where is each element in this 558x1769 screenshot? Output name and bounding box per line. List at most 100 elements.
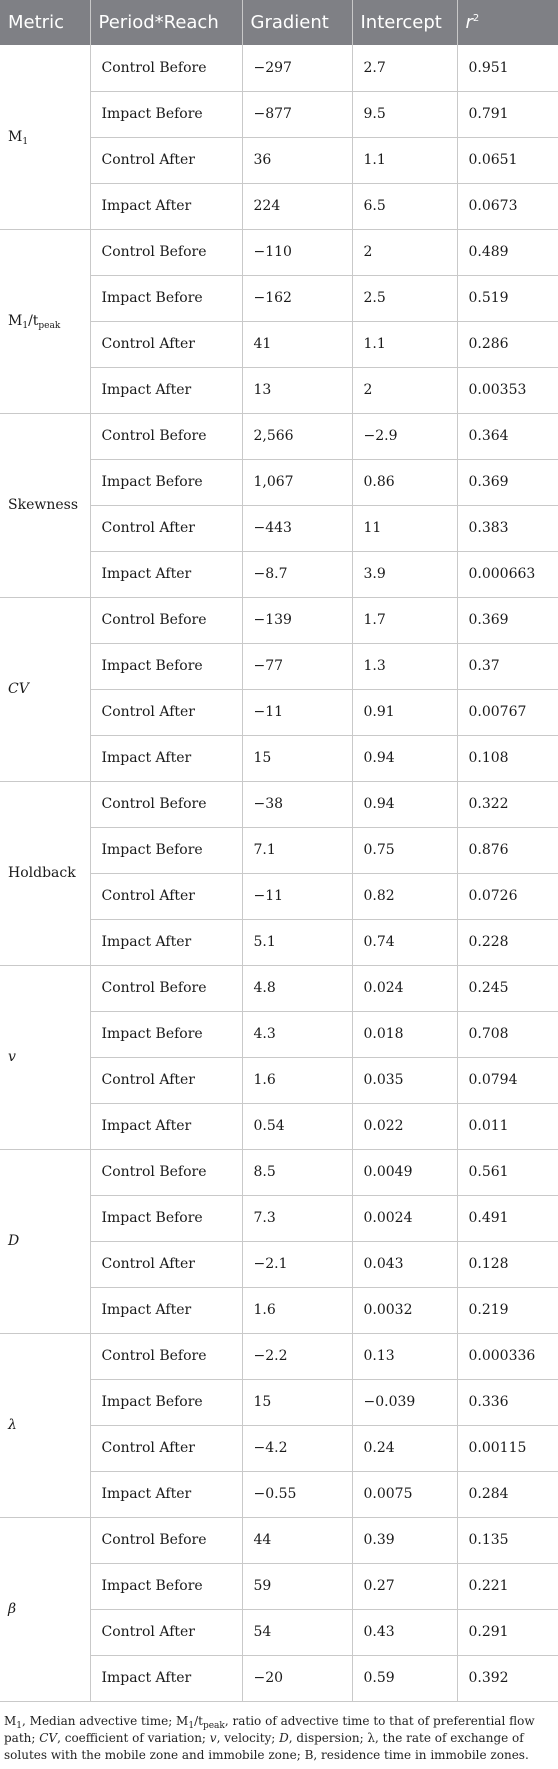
gradient-cell: −11	[242, 873, 353, 920]
r-squared-cell: 0.00115	[457, 1425, 558, 1472]
metric-subscript-2: peak	[38, 321, 61, 331]
intercept-cell: 0.043	[352, 1241, 458, 1288]
period-cell: Control Before	[90, 1517, 243, 1564]
header-metric: Metric	[0, 0, 91, 45]
period-cell: Control After	[90, 1241, 243, 1288]
intercept-cell: 0.024	[352, 965, 458, 1012]
header-period-reach: Period*Reach	[90, 0, 243, 45]
intercept-cell: 0.27	[352, 1563, 458, 1610]
period-cell: Control After	[90, 873, 243, 920]
table-row: Impact After 13 2 0.00353	[0, 367, 558, 414]
period-cell: Control Before	[90, 781, 243, 828]
table-row: CV Control Before −139 1.7 0.369	[0, 597, 558, 782]
period-cell: Impact Before	[90, 91, 243, 138]
gradient-cell: 1.6	[242, 1057, 353, 1104]
period-cell: Impact After	[90, 367, 243, 414]
table-row: Impact After −20 0.59 0.392	[0, 1655, 558, 1702]
table-row: Impact Before −162 2.5 0.519	[0, 275, 558, 322]
intercept-cell: 0.94	[352, 735, 458, 782]
fn-d: D	[279, 1731, 289, 1745]
intercept-cell: 0.94	[352, 781, 458, 828]
table-row: Control After −11 0.82 0.0726	[0, 873, 558, 920]
period-cell: Control After	[90, 1425, 243, 1472]
table-row: Impact After −8.7 3.9 0.000663	[0, 551, 558, 598]
gradient-cell: 7.1	[242, 827, 353, 874]
period-cell: Control After	[90, 1057, 243, 1104]
table-row: Control After −11 0.91 0.00767	[0, 689, 558, 736]
r-squared-cell: 0.791	[457, 91, 558, 138]
gradient-cell: −11	[242, 689, 353, 736]
r-squared-cell: 0.0673	[457, 183, 558, 230]
metric-cell: Skewness	[0, 413, 91, 598]
metric-cell: v	[0, 965, 91, 1150]
table-row: Impact After 0.54 0.022 0.011	[0, 1103, 558, 1150]
fn-text-1: , Median advective time; M	[22, 1714, 189, 1728]
r-squared-cell: 0.951	[457, 45, 558, 92]
r-squared-cell: 0.011	[457, 1103, 558, 1150]
intercept-cell: 0.39	[352, 1517, 458, 1564]
intercept-cell: 0.74	[352, 919, 458, 966]
intercept-cell: 11	[352, 505, 458, 552]
r-squared-cell: 0.369	[457, 597, 558, 644]
metric-name-rest: /t	[28, 313, 39, 329]
gradient-cell: −0.55	[242, 1471, 353, 1518]
period-cell: Impact Before	[90, 1011, 243, 1058]
table-row: Impact Before 7.3 0.0024 0.491	[0, 1195, 558, 1242]
metric-cell: λ	[0, 1333, 91, 1518]
r-squared-cell: 0.383	[457, 505, 558, 552]
metric-name: v	[8, 1049, 16, 1065]
period-cell: Impact After	[90, 1471, 243, 1518]
r-squared-cell: 0.221	[457, 1563, 558, 1610]
r-squared-cell: 0.491	[457, 1195, 558, 1242]
intercept-cell: 2	[352, 367, 458, 414]
metric-name: M	[8, 128, 23, 145]
intercept-cell: 9.5	[352, 91, 458, 138]
gradient-cell: −139	[242, 597, 353, 644]
header-gradient: Gradient	[242, 0, 353, 45]
fn-cv: CV	[39, 1731, 58, 1745]
intercept-cell: 2	[352, 229, 458, 276]
intercept-cell: 0.59	[352, 1655, 458, 1702]
table-row: λ Control Before −2.2 0.13 0.000336	[0, 1333, 558, 1518]
intercept-cell: 0.75	[352, 827, 458, 874]
r-squared-cell: 0.0794	[457, 1057, 558, 1104]
r-squared-cell: 0.00767	[457, 689, 558, 736]
gradient-cell: 1,067	[242, 459, 353, 506]
metric-name: Skewness	[8, 497, 79, 513]
intercept-cell: 0.82	[352, 873, 458, 920]
intercept-cell: 0.0049	[352, 1149, 458, 1196]
table-row: Control After 41 1.1 0.286	[0, 321, 558, 368]
table-body: M1 Control Before −297 2.7 0.951 Impact Befor…	[0, 45, 558, 1702]
intercept-cell: 0.035	[352, 1057, 458, 1104]
period-cell: Impact After	[90, 551, 243, 598]
table-row: Control After 54 0.43 0.291	[0, 1609, 558, 1656]
period-cell: Impact Before	[90, 1195, 243, 1242]
r-squared-cell: 0.284	[457, 1471, 558, 1518]
period-cell: Impact After	[90, 1655, 243, 1702]
r-squared-cell: 0.286	[457, 321, 558, 368]
intercept-cell: 1.1	[352, 137, 458, 184]
r-squared-cell: 0.561	[457, 1149, 558, 1196]
gradient-cell: −20	[242, 1655, 353, 1702]
intercept-cell: 0.91	[352, 689, 458, 736]
period-cell: Control After	[90, 505, 243, 552]
intercept-cell: 0.0075	[352, 1471, 458, 1518]
r-squared-cell: 0.322	[457, 781, 558, 828]
table-row: D Control Before 8.5 0.0049 0.561	[0, 1149, 558, 1334]
r-squared-cell: 0.245	[457, 965, 558, 1012]
table-footnote: M1, Median advective time; M1/tpeak, rat…	[4, 1713, 550, 1764]
table-row: Impact After −0.55 0.0075 0.284	[0, 1471, 558, 1518]
fn-text-3: , ratio of advective time to that of pre…	[4, 1714, 535, 1745]
period-cell: Control After	[90, 137, 243, 184]
table-row: Impact After 224 6.5 0.0673	[0, 183, 558, 230]
metric-cell: D	[0, 1149, 91, 1334]
metric-name: λ	[8, 1417, 17, 1433]
metric-name: D	[8, 1233, 20, 1249]
period-cell: Control After	[90, 321, 243, 368]
fn-peak-sub: peak	[202, 1721, 225, 1731]
gradient-cell: 0.54	[242, 1103, 353, 1150]
r-squared-cell: 0.364	[457, 413, 558, 460]
r-squared-cell: 0.336	[457, 1379, 558, 1426]
gradient-cell: 15	[242, 735, 353, 782]
period-cell: Control Before	[90, 229, 243, 276]
